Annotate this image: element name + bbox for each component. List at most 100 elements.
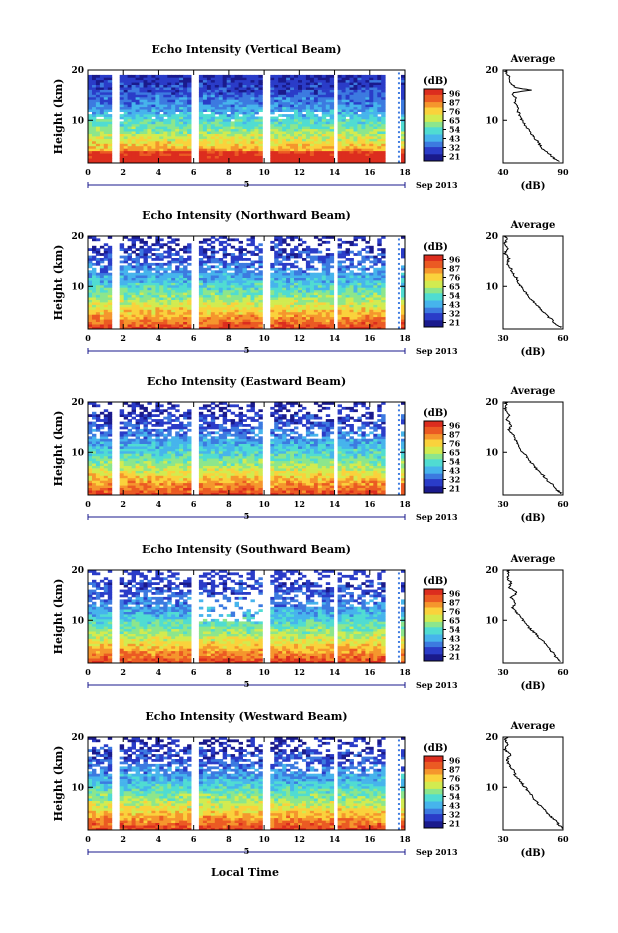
y-tick-label: 20 <box>71 566 84 576</box>
x-tick-label: 4 <box>156 167 162 177</box>
x-tick-label: 6 <box>191 667 197 677</box>
colorbar-unit: (dB) <box>423 576 448 587</box>
x-tick-label: 0 <box>85 167 91 177</box>
x-tick-label: 4 <box>156 333 162 343</box>
x-tick-label: 0 <box>85 499 91 509</box>
heatmap-field <box>88 570 405 663</box>
average-title: Average <box>510 220 556 231</box>
heatmap-title: Echo Intensity (Southward Beam) <box>142 543 351 556</box>
x-tick-label: 10 <box>259 834 271 844</box>
date-label: Sep 2013 <box>416 346 458 356</box>
date-label: Sep 2013 <box>416 847 458 857</box>
colorbar-unit: (dB) <box>423 408 448 419</box>
colorbar <box>424 255 443 328</box>
heatmap-title: Echo Intensity (Westward Beam) <box>145 710 347 723</box>
panel-0: Echo Intensity (Vertical Beam)2010Height… <box>52 43 569 192</box>
average-x-tick-label: 60 <box>557 834 569 844</box>
x-tick-label: 14 <box>329 834 341 844</box>
y-tick-label: 20 <box>71 66 84 76</box>
colorbar <box>424 421 443 494</box>
x-tick-label: 0 <box>85 333 91 343</box>
date-label: Sep 2013 <box>416 180 458 190</box>
average-x-tick-label: 60 <box>557 499 569 509</box>
average-y-tick-label: 20 <box>485 66 498 76</box>
x-tick-label: 12 <box>294 167 305 177</box>
x-tick-label: 2 <box>120 167 126 177</box>
heatmap-title: Echo Intensity (Northward Beam) <box>142 209 351 222</box>
panel-2: Echo Intensity (Eastward Beam)2010Height… <box>52 375 569 524</box>
average-y-tick-label: 10 <box>485 616 498 626</box>
average-y-tick-label: 20 <box>485 733 498 743</box>
x-tick-label: 6 <box>191 499 197 509</box>
average-x-label: (dB) <box>521 681 546 692</box>
colorbar <box>424 589 443 662</box>
colorbar-unit: (dB) <box>423 743 448 754</box>
x-tick-label: 18 <box>399 667 411 677</box>
y-tick-label: 20 <box>71 733 84 743</box>
colorbar-tick-label: 21 <box>449 318 460 328</box>
x-tick-label: 10 <box>259 667 271 677</box>
x-tick-label: 4 <box>156 834 162 844</box>
x-tick-label: 4 <box>156 667 162 677</box>
x-tick-label: 18 <box>399 834 411 844</box>
y-axis-label: Height (km) <box>52 746 65 822</box>
x-tick-label: 2 <box>120 834 126 844</box>
colorbar-tick-label: 21 <box>449 819 460 829</box>
x-tick-label: 10 <box>259 499 271 509</box>
x-tick-label: 16 <box>364 499 376 509</box>
colorbar-tick-label: 21 <box>449 484 460 494</box>
x-tick-label: 10 <box>259 167 271 177</box>
heatmap-field <box>88 72 405 163</box>
colorbar <box>424 756 443 829</box>
x-tick-label: 16 <box>364 667 376 677</box>
x-tick-label: 16 <box>364 167 376 177</box>
local-time-label: Local Time <box>0 866 490 879</box>
average-y-tick-label: 10 <box>485 448 498 458</box>
x-tick-label: 16 <box>364 834 376 844</box>
x-tick-label: 2 <box>120 667 126 677</box>
average-frame <box>503 402 563 495</box>
x-tick-label: 4 <box>156 499 162 509</box>
average-profile-line <box>504 236 561 328</box>
panel-3: Echo Intensity (Southward Beam)2010Heigh… <box>52 543 569 692</box>
x-tick-label: 12 <box>294 499 305 509</box>
colorbar-tick-label: 21 <box>449 652 460 662</box>
average-frame <box>503 236 563 329</box>
x-tick-label: 0 <box>85 834 91 844</box>
y-axis-label: Height (km) <box>52 245 65 321</box>
average-x-tick-label: 40 <box>497 167 509 177</box>
x-tick-label: 8 <box>226 167 232 177</box>
x-tick-label: 8 <box>226 834 232 844</box>
x-tick-label: 14 <box>329 667 341 677</box>
x-tick-label: 14 <box>329 333 341 343</box>
date-marker: 5 <box>244 345 250 355</box>
average-y-tick-label: 20 <box>485 566 498 576</box>
date-label: Sep 2013 <box>416 680 458 690</box>
colorbar-unit: (dB) <box>423 242 448 253</box>
date-marker: 5 <box>244 846 250 856</box>
heatmap-title: Echo Intensity (Eastward Beam) <box>147 375 346 388</box>
x-tick-label: 2 <box>120 333 126 343</box>
average-frame <box>503 570 563 663</box>
average-x-tick-label: 30 <box>497 667 509 677</box>
x-tick-label: 8 <box>226 499 232 509</box>
average-title: Average <box>510 554 556 565</box>
date-marker: 5 <box>244 511 250 521</box>
x-tick-label: 18 <box>399 499 411 509</box>
x-tick-label: 2 <box>120 499 126 509</box>
x-tick-label: 16 <box>364 333 376 343</box>
average-y-tick-label: 10 <box>485 783 498 793</box>
x-tick-label: 6 <box>191 333 197 343</box>
y-tick-label: 10 <box>71 783 84 793</box>
colorbar-tick-label: 21 <box>449 152 460 162</box>
x-tick-label: 18 <box>399 167 411 177</box>
average-x-tick-label: 90 <box>557 167 569 177</box>
average-x-tick-label: 30 <box>497 499 509 509</box>
date-marker: 5 <box>244 179 250 189</box>
x-tick-label: 18 <box>399 333 411 343</box>
y-tick-label: 10 <box>71 448 84 458</box>
y-axis-label: Height (km) <box>52 79 65 155</box>
colorbar-unit: (dB) <box>423 76 448 87</box>
